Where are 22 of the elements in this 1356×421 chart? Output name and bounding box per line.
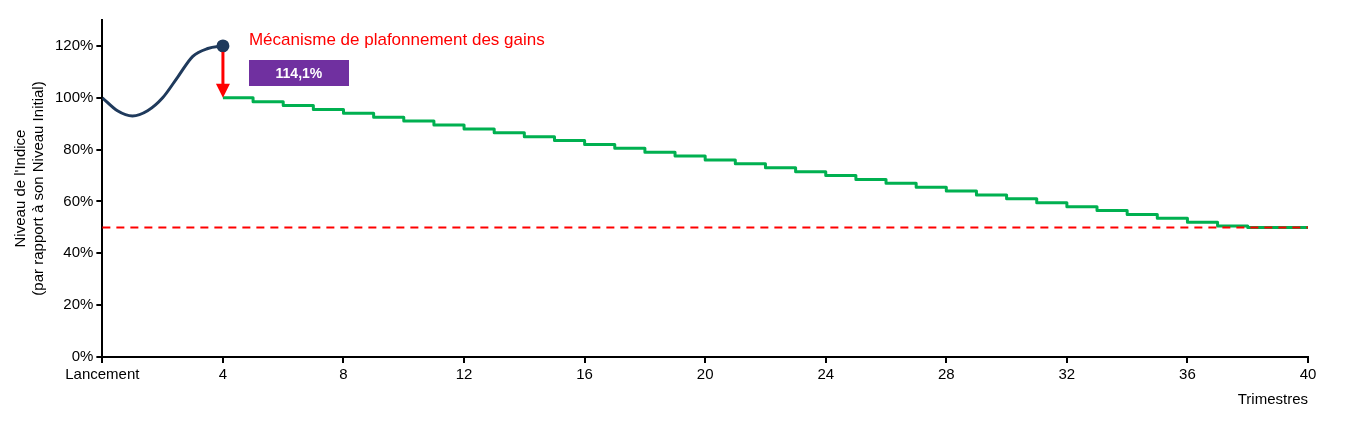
x-axis-title: Trimestres [1237, 390, 1308, 408]
annotation: Mécanisme de plafonnement des gains [248, 29, 545, 49]
x-tick-label: 24 [817, 365, 835, 383]
x-tick-label: 20 [696, 365, 714, 383]
x-tick-label: 40 [1299, 365, 1317, 383]
y-tick-label: 60% [63, 191, 94, 209]
x-tick-label: 36 [1179, 365, 1196, 383]
x-tick-label: 16 [576, 365, 593, 383]
x-tick-label: 8 [339, 365, 348, 383]
x-tick-label: 32 [1058, 365, 1076, 383]
y-tick-label: 120% [54, 36, 94, 54]
y-tick-label: 0% [71, 347, 94, 365]
y-tick-label: 20% [63, 295, 94, 313]
x-tick-label: Lancement [65, 365, 141, 383]
label-tag: 114,1% [248, 59, 349, 86]
y-tick-label: 40% [63, 243, 94, 261]
y-axis-title: Niveau de l'Indice (par rapport à son Niveau Initial) [11, 81, 47, 296]
y-tick-label: 80% [63, 139, 94, 157]
x-tick-label: 28 [937, 365, 955, 383]
x-tick-label: 4 [218, 365, 228, 383]
x-tick-label: 12 [455, 365, 473, 383]
y-tick-label: 100% [54, 87, 94, 105]
